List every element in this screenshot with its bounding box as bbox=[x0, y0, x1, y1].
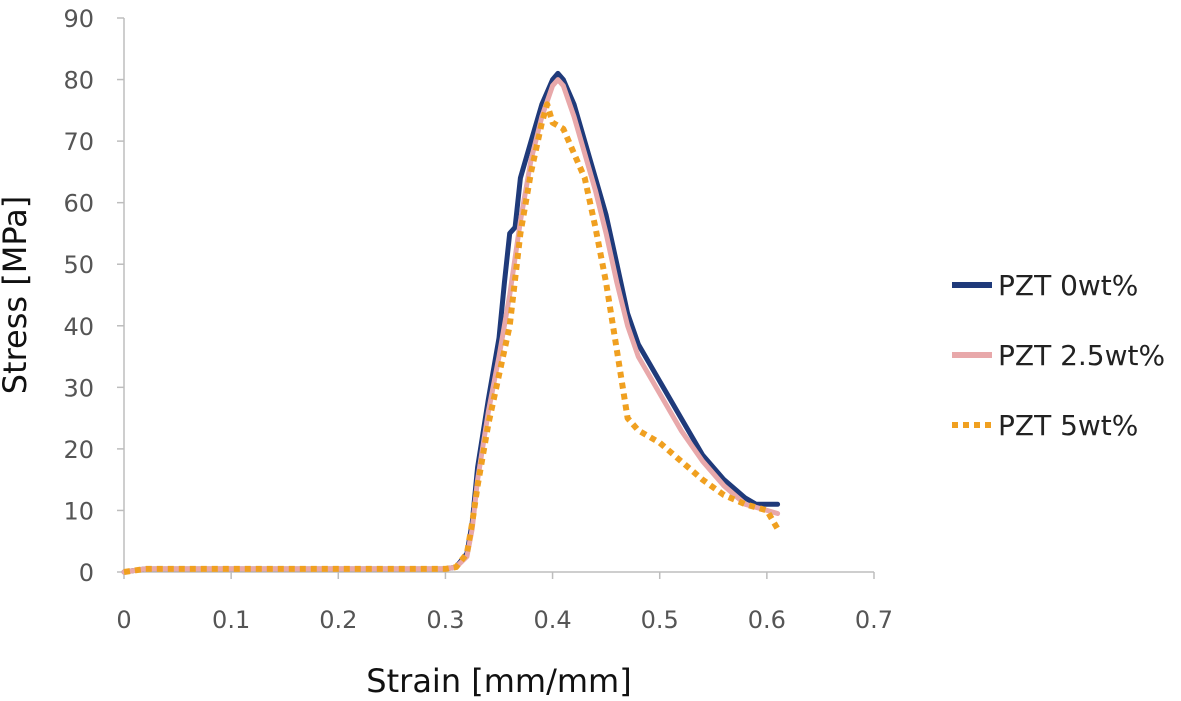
legend-label-pzt-2-5wt: PZT 2.5wt% bbox=[998, 339, 1165, 372]
legend: PZT 0wt% PZT 2.5wt% PZT 5wt% bbox=[952, 269, 1165, 442]
y-tick-label: 90 bbox=[63, 5, 94, 33]
series-line-pzt-0wt bbox=[121, 70, 781, 575]
series-layer bbox=[121, 70, 781, 575]
x-tick-label: 0 bbox=[116, 606, 131, 634]
x-tick-label: 0.2 bbox=[319, 606, 357, 634]
legend-label-pzt-5wt: PZT 5wt% bbox=[998, 409, 1138, 442]
y-tick-label: 70 bbox=[63, 128, 94, 156]
x-axis-ticks: 0 0.1 0.2 0.3 0.4 0.5 0.6 0.7 bbox=[116, 572, 893, 634]
x-tick-label: 0.7 bbox=[855, 606, 893, 634]
y-tick-label: 20 bbox=[63, 436, 94, 464]
y-tick-label: 10 bbox=[63, 497, 94, 525]
series-line-pzt-5wt bbox=[123, 101, 781, 575]
x-tick-label: 0.3 bbox=[426, 606, 464, 634]
x-tick-label: 0.1 bbox=[212, 606, 250, 634]
series-line-pzt-2-5wt bbox=[121, 77, 781, 575]
x-axis-title: Strain [mm/mm] bbox=[366, 662, 631, 700]
y-tick-label: 80 bbox=[63, 67, 94, 95]
y-tick-label: 30 bbox=[63, 374, 94, 402]
y-tick-label: 60 bbox=[63, 190, 94, 218]
x-tick-label: 0.4 bbox=[533, 606, 571, 634]
y-tick-label: 50 bbox=[63, 251, 94, 279]
x-tick-label: 0.5 bbox=[641, 606, 679, 634]
legend-label-pzt-0wt: PZT 0wt% bbox=[998, 269, 1138, 302]
y-tick-label: 0 bbox=[79, 559, 94, 587]
y-axis-ticks: 0 10 20 30 40 50 60 70 80 90 bbox=[63, 5, 124, 587]
x-tick-label: 0.6 bbox=[748, 606, 786, 634]
y-tick-label: 40 bbox=[63, 313, 94, 341]
y-axis-title: Stress [MPa] bbox=[0, 196, 34, 395]
